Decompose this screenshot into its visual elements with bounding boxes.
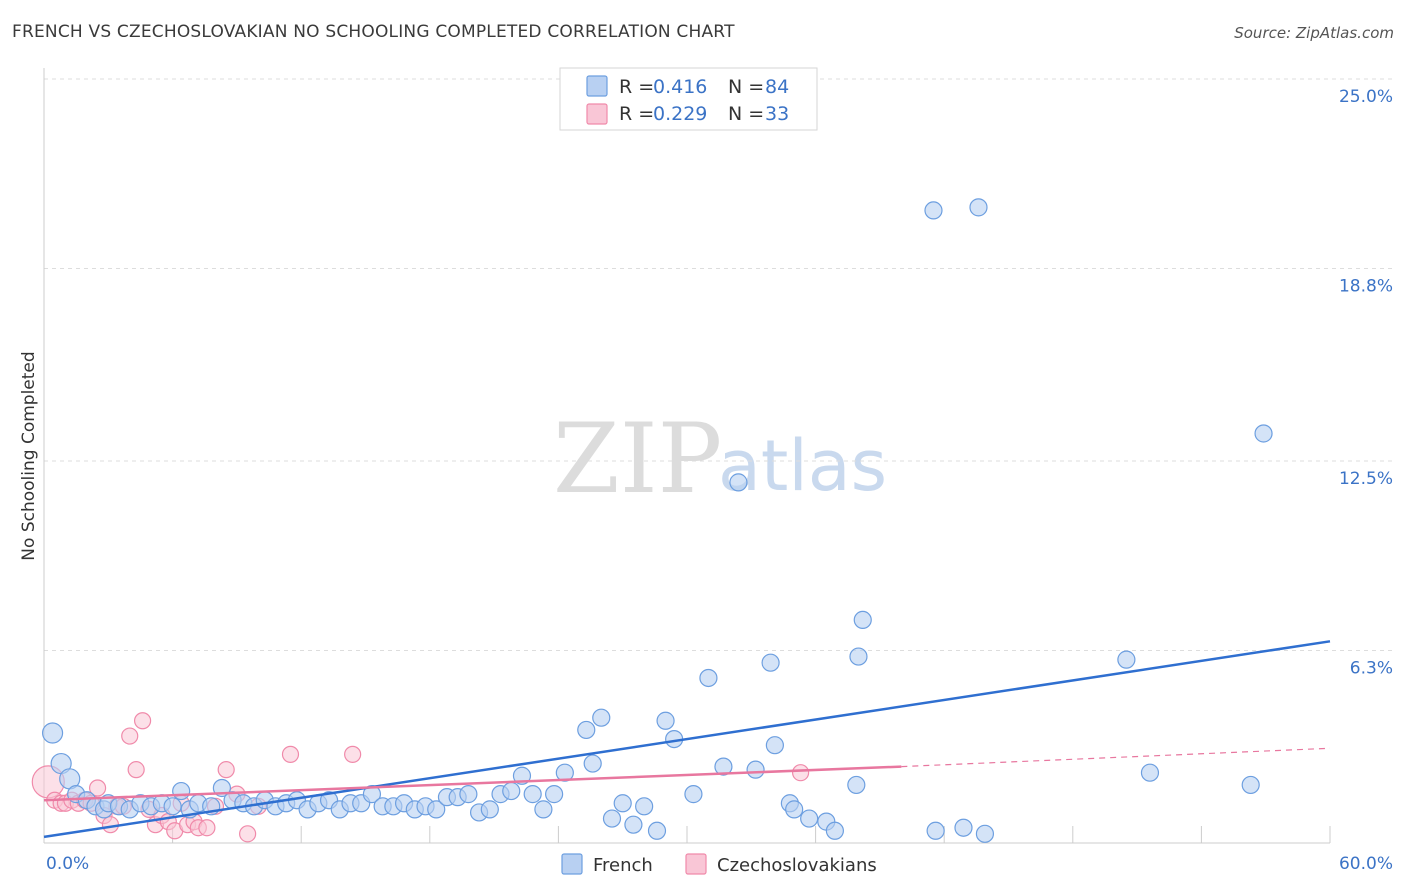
y-tick-labels: 6.3% 12.5% 18.8% 25.0%	[1339, 87, 1393, 678]
legend-czech-r-label: R =	[619, 103, 654, 125]
czech-point	[101, 816, 120, 834]
french-point	[512, 766, 532, 785]
french-point	[163, 797, 182, 816]
czech-point	[791, 764, 810, 782]
french-point	[583, 754, 602, 773]
french-point	[714, 757, 733, 776]
trend-lines	[43, 640, 1331, 839]
french-point	[1117, 650, 1136, 669]
legend-czech-n-value: 33	[765, 103, 789, 125]
czech-trend-extension	[901, 747, 1331, 768]
french-point	[656, 711, 675, 730]
czech-point	[133, 712, 152, 730]
french-trend-line	[43, 640, 1331, 839]
french-point	[765, 736, 784, 755]
french-points	[41, 198, 1273, 843]
y-axis-label: No Schooling Completed	[19, 351, 39, 560]
french-point	[1140, 763, 1160, 782]
french-point	[480, 800, 499, 819]
french-point	[502, 781, 521, 801]
legend: R = 0.416 N = 84 R = 0.229 N = 33	[559, 67, 818, 131]
french-point	[1241, 775, 1260, 795]
french-point	[545, 785, 564, 804]
french-point	[954, 818, 973, 837]
french-point	[459, 785, 478, 804]
french-point	[975, 824, 995, 843]
czech-point	[217, 761, 235, 779]
y-tick-label-1: 12.5%	[1339, 469, 1393, 489]
bottom-legend-french: French	[593, 855, 653, 876]
french-point	[729, 473, 748, 492]
french-point	[800, 809, 819, 828]
french-point	[847, 775, 866, 795]
x-tick-labels: 0.0% 60.0%	[46, 854, 1393, 874]
czech-point	[239, 825, 257, 843]
french-point	[602, 809, 622, 828]
french-point	[647, 821, 667, 840]
x-tick-label-max: 60.0%	[1339, 854, 1393, 874]
french-point	[427, 800, 446, 819]
legend-czech-r-value: 0.229	[653, 103, 707, 125]
french-point	[699, 668, 718, 688]
french-point	[761, 653, 780, 672]
legend-french-n-label: N =	[728, 76, 764, 98]
french-point	[924, 201, 943, 220]
czech-point	[344, 745, 362, 763]
grid-lines	[44, 78, 1392, 651]
czech-point	[127, 761, 145, 779]
czech-point	[281, 745, 300, 763]
legend-french-n-value: 84	[765, 76, 789, 98]
french-point	[684, 785, 703, 804]
legend-french-r-label: R =	[619, 76, 654, 98]
y-tick-label-0: 6.3%	[1350, 658, 1393, 678]
y-tick-label-3: 25.0%	[1339, 87, 1393, 107]
czech-point	[198, 819, 216, 837]
legend-swatch-french	[586, 75, 608, 97]
czech-point	[121, 727, 139, 745]
french-point	[746, 760, 765, 779]
french-point	[785, 800, 804, 819]
bottom-legend-swatch-french	[561, 853, 583, 875]
bottom-legend-swatch-czech	[685, 853, 707, 875]
french-point	[592, 708, 611, 727]
watermark-atlas: atlas	[718, 425, 887, 507]
french-point	[635, 797, 654, 816]
czech-trend-line	[43, 765, 902, 802]
bottom-legend-czech: Czechoslovakians	[717, 855, 877, 876]
legend-swatch-czech	[586, 103, 608, 125]
french-point	[362, 785, 382, 804]
watermark-zip: ZIP	[553, 403, 722, 515]
french-point	[613, 794, 632, 813]
source-label: Source: ZipAtlas.com	[1234, 24, 1394, 42]
legend-czech-n-label: N =	[728, 103, 764, 125]
czech-point	[88, 779, 107, 797]
french-point	[926, 821, 945, 840]
french-point	[523, 785, 542, 804]
french-point	[41, 722, 64, 744]
french-point	[853, 610, 872, 630]
french-point	[555, 763, 574, 782]
chart-title: FRENCH VS CZECHOSLOVAKIAN NO SCHOOLING C…	[12, 22, 735, 42]
french-point	[1254, 424, 1273, 443]
french-point	[849, 647, 868, 666]
french-point	[534, 800, 553, 819]
y-tick-label-2: 18.8%	[1339, 276, 1393, 296]
french-point	[172, 781, 191, 801]
x-tick-label-min: 0.0%	[46, 854, 89, 874]
french-point	[577, 720, 596, 740]
axes	[43, 68, 1331, 844]
legend-french-r-value: 0.416	[653, 76, 707, 98]
french-point	[969, 198, 988, 217]
bottom-legend: French Czechoslovakians	[561, 853, 877, 876]
french-point	[624, 815, 643, 834]
czech-points	[31, 712, 810, 843]
french-point	[825, 821, 844, 840]
